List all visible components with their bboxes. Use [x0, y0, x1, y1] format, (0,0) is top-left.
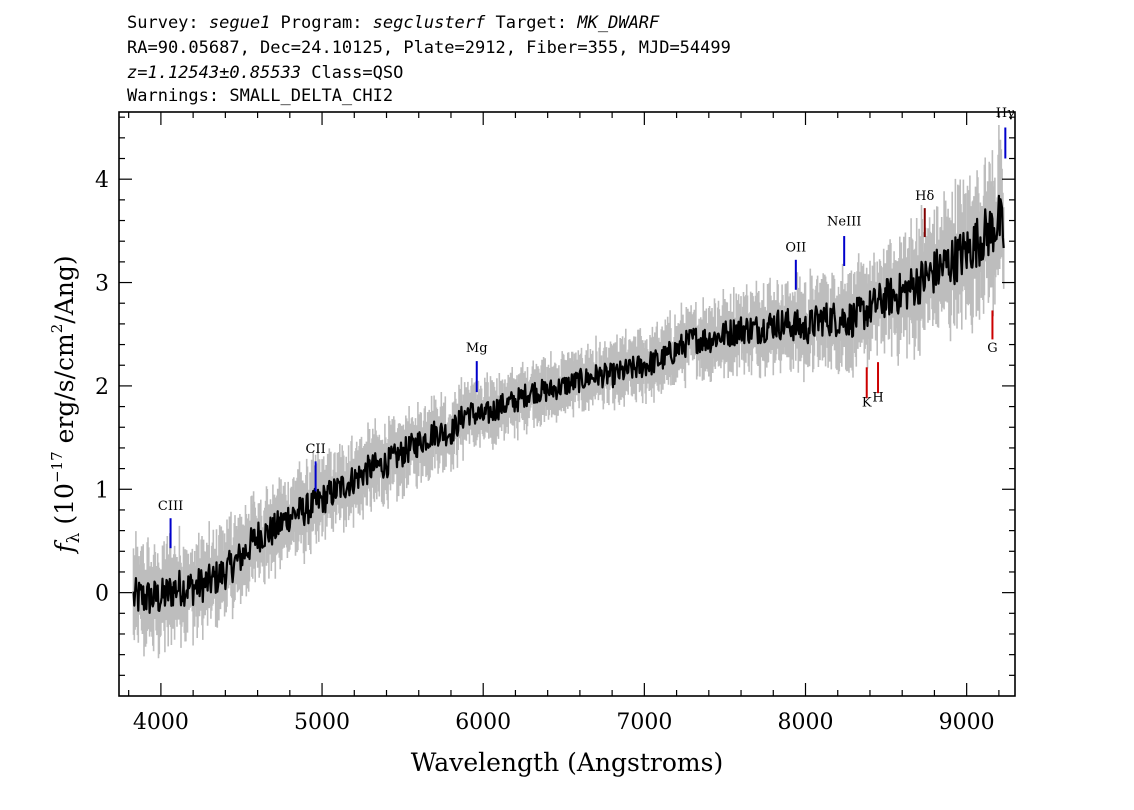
- emission-line-label: Mg: [466, 341, 488, 356]
- x-tick-label: 9000: [939, 710, 995, 735]
- plot-frame: [118, 111, 1016, 697]
- header-line-1: Survey: segue1 Program: segclusterf Targ…: [127, 13, 659, 33]
- x-tick-label: 5000: [294, 710, 350, 735]
- header-line-4: Warnings: SMALL_DELTA_CHI2: [127, 86, 394, 106]
- x-tick-label: 7000: [616, 710, 672, 735]
- emission-line-label: OII: [785, 241, 806, 256]
- emission-line-label: NeIII: [827, 215, 861, 230]
- emission-line-label: CIII: [158, 499, 183, 514]
- target-label: Target:: [485, 13, 578, 33]
- survey-value: segue1: [208, 13, 271, 33]
- survey-label: Survey:: [127, 13, 209, 33]
- y-tick-label: 1: [95, 478, 109, 503]
- target-value: MK_DWARF: [577, 13, 660, 33]
- x-tick-label: 6000: [455, 710, 511, 735]
- x-axis-title: Wavelength (Angstroms): [411, 748, 723, 777]
- x-tick-label: 8000: [778, 710, 834, 735]
- absorption-line-label: G: [987, 341, 997, 356]
- class-value: Class=QSO: [301, 63, 404, 83]
- emission-line-label: CII: [305, 442, 325, 457]
- y-tick-label: 4: [95, 168, 109, 193]
- x-tick-label: 4000: [133, 710, 189, 735]
- absorption-line-label: Hδ: [915, 189, 934, 204]
- flux-line: [132, 194, 1005, 614]
- program-value: segclusterf: [372, 13, 486, 33]
- absorption-line-label: H: [872, 390, 883, 405]
- emission-line-label: Hγ: [996, 106, 1015, 121]
- y-tick-label: 3: [95, 272, 109, 297]
- absorption-line-label: K: [862, 396, 872, 411]
- header-line-2: RA=90.05687, Dec=24.10125, Plate=2912, F…: [127, 38, 731, 58]
- header-line-3: z=1.12543±0.85533 Class=QSO: [127, 63, 403, 83]
- redshift-value: z=1.12543±0.85533: [127, 63, 301, 83]
- y-axis-title: fλ (10−17 erg/s/cm2/Ang): [48, 255, 84, 554]
- y-tick-label: 0: [95, 582, 109, 607]
- program-label: Program:: [270, 13, 373, 33]
- y-tick-label: 2: [95, 375, 109, 400]
